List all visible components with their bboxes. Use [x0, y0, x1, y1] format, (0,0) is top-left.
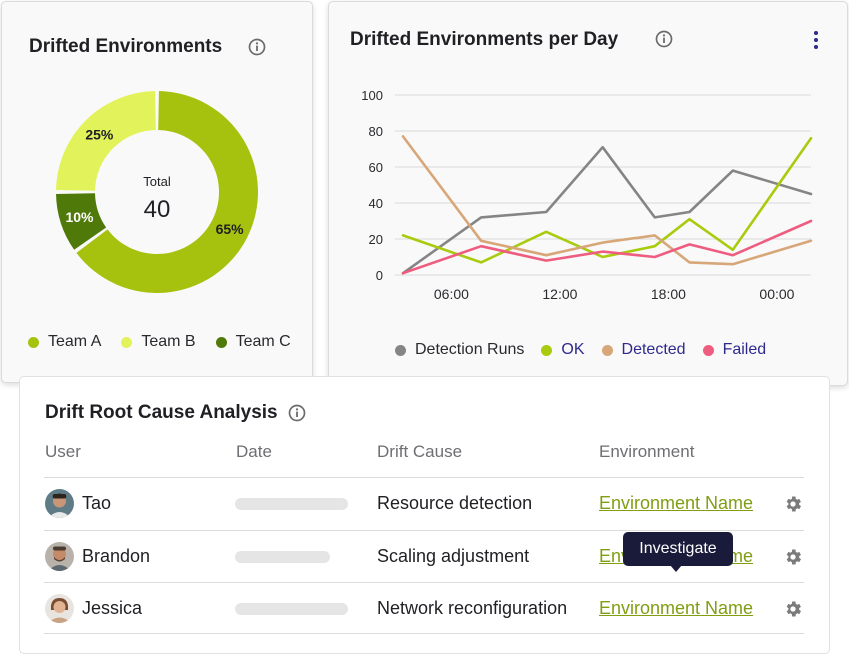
legend-label: OK	[561, 341, 585, 358]
drift-root-cause-card: Drift Root Cause Analysis User Date Drif…	[19, 376, 830, 654]
legend-dot	[121, 336, 133, 348]
donut-segment-label: 65%	[216, 221, 245, 237]
drift-cause: Resource detection	[377, 493, 533, 513]
avatar	[45, 542, 74, 571]
user-name: Tao	[82, 493, 112, 513]
column-header-user[interactable]: User	[45, 442, 81, 461]
drift-cause: Network reconfiguration	[377, 598, 568, 618]
legend-item-team-b: Team B	[121, 333, 196, 351]
donut-segment[interactable]	[56, 193, 107, 250]
legend-label: Team C	[235, 333, 291, 350]
info-icon[interactable]	[655, 30, 673, 48]
series-line-detected[interactable]	[401, 135, 813, 266]
legend-item-ok: OK	[541, 341, 585, 359]
legend-label: Team A	[48, 333, 102, 350]
legend-dot	[395, 344, 406, 356]
legend-dot	[28, 336, 39, 348]
environment-link[interactable]: Environment Name	[599, 493, 754, 513]
legend-item-team-a: Team A	[28, 333, 101, 351]
column-header-drift-cause[interactable]: Drift Cause	[377, 442, 463, 461]
line-card-title: Drifted Environments per Day	[350, 29, 619, 50]
x-tick-label: 00:00	[759, 286, 794, 302]
avatar	[45, 594, 74, 623]
y-tick-label: 0	[376, 268, 383, 283]
legend-label: Failed	[722, 341, 767, 358]
legend-label: Detection Runs	[415, 341, 525, 358]
donut-segment-label: 10%	[65, 209, 94, 225]
legend-label: Team B	[141, 333, 196, 350]
table-card-title: Drift Root Cause Analysis	[45, 402, 278, 423]
y-tick-label: 40	[369, 196, 383, 211]
donut-center-label: Total	[143, 174, 171, 189]
donut-card-title: Drifted Environments	[29, 36, 223, 57]
date-placeholder	[235, 603, 348, 615]
donut-segment[interactable]	[76, 91, 258, 293]
legend-item-failed: Failed	[702, 341, 767, 359]
legend-item-detection-runs: Detection Runs	[395, 341, 524, 359]
legend-item-team-c: Team C	[215, 333, 291, 351]
drift-cause: Scaling adjustment	[377, 546, 530, 566]
info-icon[interactable]	[288, 404, 306, 422]
investigate-tooltip: Investigate	[623, 532, 733, 566]
kebab-menu-icon[interactable]	[813, 31, 819, 51]
y-tick-label: 80	[369, 124, 383, 139]
series-line-failed[interactable]	[401, 219, 813, 275]
user-name: Brandon	[82, 546, 151, 566]
x-tick-label: 06:00	[434, 286, 469, 302]
gear-icon[interactable]	[783, 599, 803, 619]
legend-label: Detected	[621, 341, 686, 358]
date-placeholder	[235, 498, 348, 510]
table-row: Tao Resource detection Environment Name	[44, 477, 804, 529]
legend-item-detected: Detected	[601, 341, 686, 359]
donut-center-value: 40	[144, 196, 171, 223]
drifted-environments-card: Drifted Environments Total 40 65% 10% 25% …	[1, 1, 313, 383]
environment-link[interactable]: Environment Name	[599, 598, 754, 618]
avatar	[45, 489, 74, 518]
series-line-ok[interactable]	[401, 136, 813, 264]
column-header-environment[interactable]: Environment	[599, 442, 695, 461]
series-line-detection-runs[interactable]	[401, 145, 813, 275]
gear-icon[interactable]	[783, 547, 803, 567]
x-tick-label: 12:00	[542, 286, 577, 302]
line-legend: Detection Runs OK Detected Failed	[395, 341, 766, 359]
y-tick-label: 60	[369, 160, 383, 175]
legend-dot	[702, 344, 714, 356]
donut-segment-label: 25%	[85, 126, 114, 142]
line-chart: 0 20 40 60 80 100 06:00 12:00 18:00 00:00	[361, 88, 813, 302]
tooltip-pointer	[670, 565, 682, 572]
donut-chart: Total 40 65% 10% 25%	[56, 91, 258, 293]
legend-dot	[215, 336, 227, 348]
donut-segment[interactable]	[56, 91, 156, 191]
legend-dot	[541, 344, 553, 356]
date-placeholder	[235, 551, 330, 563]
table-bottom-divider	[44, 633, 804, 634]
drifted-per-day-card: Drifted Environments per Day 0 20 40 60 80 10…	[328, 1, 848, 386]
y-tick-label: 20	[369, 232, 383, 247]
table-row: Jessica Network reconfiguration Environm…	[44, 582, 804, 634]
x-tick-label: 18:00	[651, 286, 686, 302]
legend-dot	[601, 344, 613, 356]
donut-legend: Team A Team B Team C	[28, 333, 311, 351]
y-tick-label: 100	[361, 88, 383, 103]
user-name: Jessica	[82, 598, 143, 618]
column-header-date[interactable]: Date	[236, 442, 272, 461]
gear-icon[interactable]	[783, 494, 803, 514]
info-icon[interactable]	[248, 38, 266, 56]
